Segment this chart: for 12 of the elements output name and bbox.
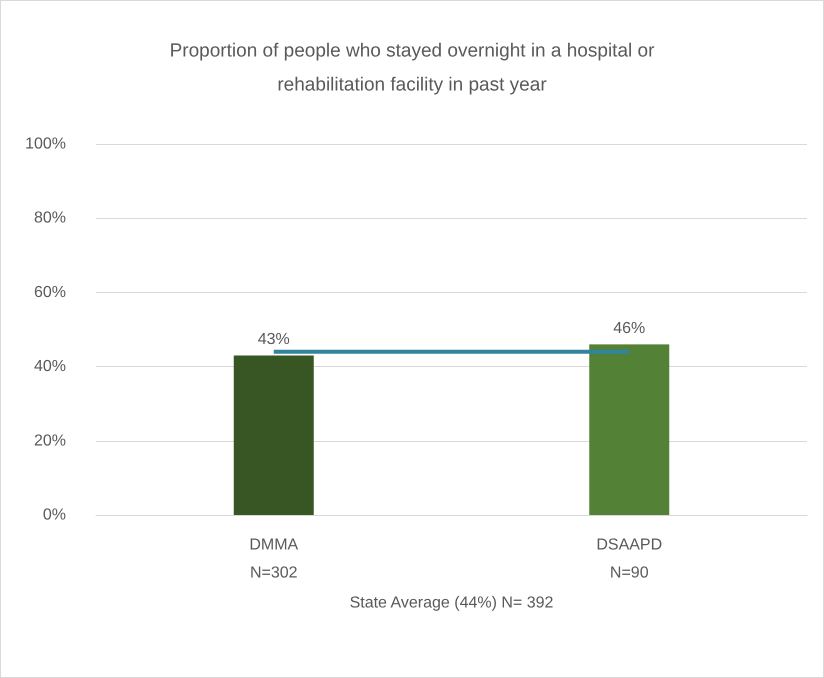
data-label: 46% (613, 320, 646, 337)
y-tick-label: 0% (42, 506, 66, 524)
x-axis-title: State Average (44%) N= 392 (350, 594, 554, 612)
y-tick-label: 20% (34, 432, 66, 450)
data-label: 43% (258, 330, 290, 348)
y-tick-label: 100% (25, 136, 66, 152)
x-tick-label: DSAAPD N=90 (596, 536, 662, 582)
chart-title: Proportion of people who stayed overnight in a hospital or rehabilitation facility in past year (170, 40, 656, 96)
y-tick-label: 60% (34, 284, 66, 301)
x-tick-label: DMMA N=302 (249, 536, 299, 582)
y-tick-label: 40% (34, 358, 66, 376)
y-tick-label: 80% (34, 210, 66, 227)
